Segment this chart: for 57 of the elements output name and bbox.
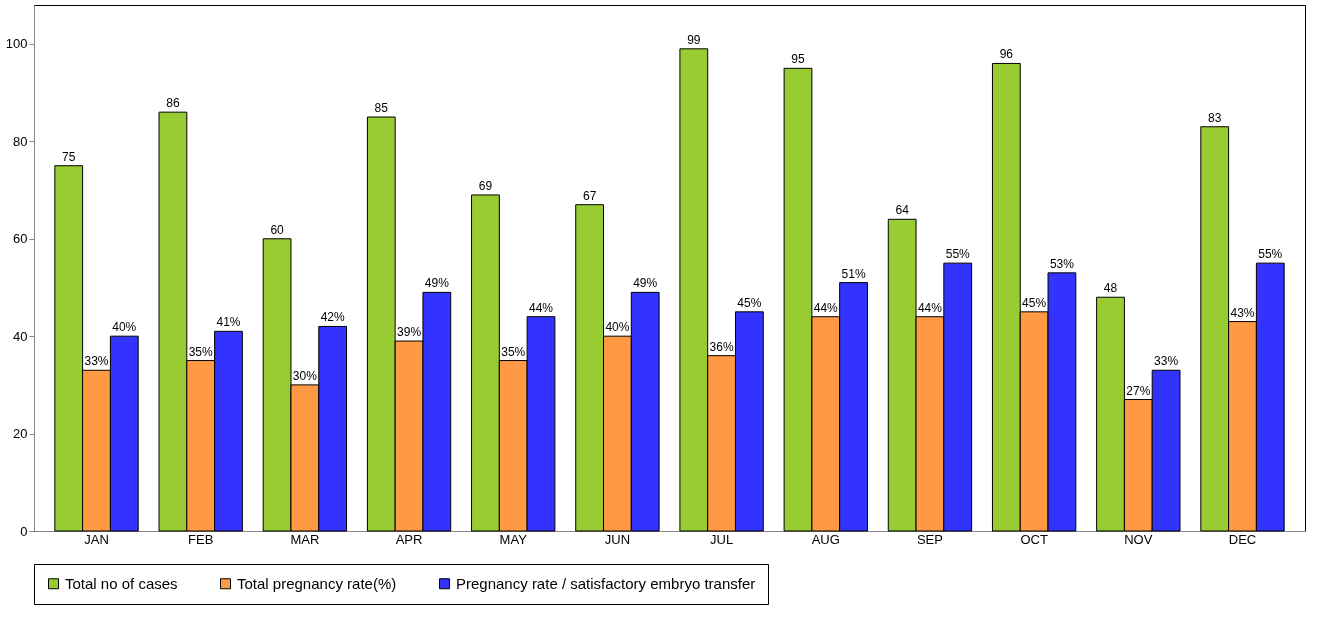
data-label: 64 [895,203,910,218]
data-label: 45% [737,295,762,310]
x-tick-label: MAY [499,531,528,547]
legend-label: Total no of cases [65,574,178,592]
legend-label: Pregnancy rate / satisfactory embryo transfer [456,574,756,592]
data-label: 51% [841,266,866,281]
legend-label: Total pregnancy rate(%) [237,574,397,592]
x-tick-label: APR [395,531,423,547]
data-label: 60 [270,222,285,237]
x-tick-label: MAR [290,531,320,547]
y-tick-label: 40 [13,328,28,344]
y-tick-label: 80 [13,133,28,149]
data-label: 48 [1103,281,1118,296]
x-tick-label: DEC [1228,531,1257,547]
data-label: 96 [999,47,1014,62]
data-label: 69 [478,178,493,193]
y-tick-label: 100 [5,36,28,52]
data-label: 30% [292,368,318,383]
data-label: 45% [1022,295,1047,310]
x-tick-label: JUN [604,531,631,547]
data-label: 86 [166,96,180,111]
x-tick-label: JAN [84,531,109,547]
data-label: 83 [1208,110,1222,125]
data-label: 99 [687,32,701,47]
x-tick-label: JUL [710,531,734,547]
data-label: 49% [424,276,450,291]
x-tick-label: SEP [916,531,943,547]
data-label: 33% [1154,354,1179,369]
data-label: 43% [1230,305,1255,320]
data-label: 49% [633,276,658,291]
data-label: 44% [917,300,943,315]
data-label: 41% [216,315,241,330]
y-tick-label: 60 [13,231,28,247]
data-label: 95 [791,52,805,67]
data-label: 55% [945,247,971,262]
x-tick-label: AUG [811,531,840,547]
data-label: 55% [1258,247,1283,262]
data-label: 40% [605,320,630,335]
data-label: 75 [62,149,76,164]
data-label: 33% [84,354,109,369]
data-label: 40% [112,320,137,335]
data-label: 39% [397,325,422,340]
x-tick-label: OCT [1020,531,1048,547]
data-label: 53% [1049,256,1075,271]
data-label: 44% [813,300,839,315]
data-label: 85 [374,101,389,116]
data-label: 44% [529,300,554,315]
data-label: 42% [320,310,345,325]
data-label: 27% [1126,383,1151,398]
x-tick-label: FEB [188,531,214,547]
data-label: 67 [582,188,597,203]
y-tick-label: 0 [20,523,28,539]
y-tick-label: 20 [13,426,28,442]
data-label: 36% [709,339,734,354]
data-label: 35% [501,344,526,359]
data-label: 35% [188,344,214,359]
x-tick-label: NOV [1124,531,1153,547]
